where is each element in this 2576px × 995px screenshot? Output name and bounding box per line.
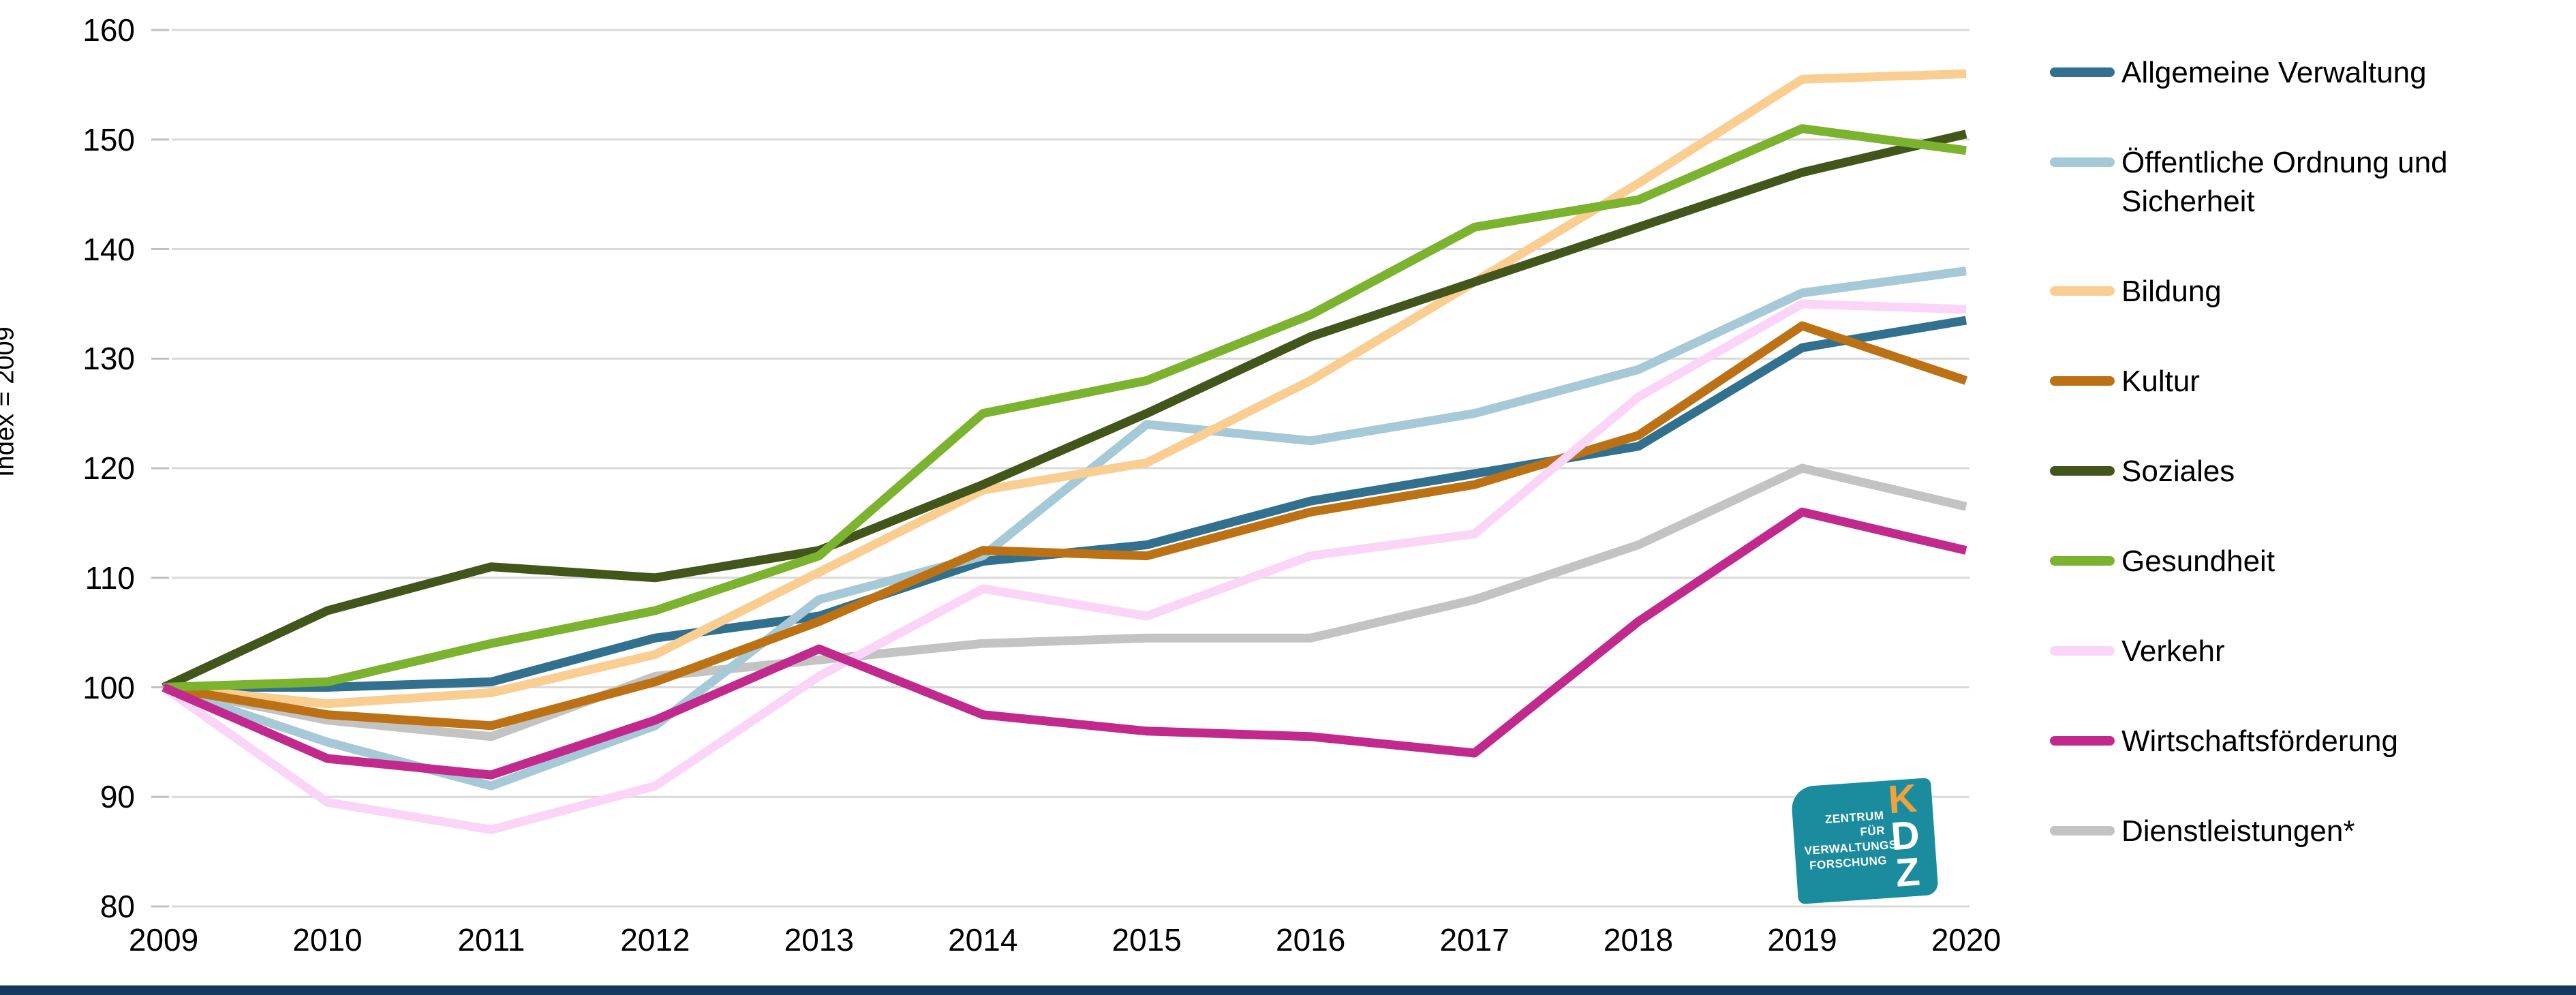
legend-item-dienstleistungen-: Dienstleistungen* bbox=[2050, 812, 2575, 851]
series-line-dienstleistungen- bbox=[162, 463, 1967, 741]
x-axis-label-2020: 2020 bbox=[1931, 922, 2002, 958]
y-axis-label-80: 80 bbox=[99, 889, 135, 924]
legend-swatch-icon bbox=[2050, 736, 2115, 746]
series-line-gesundheit bbox=[163, 124, 1967, 692]
legend-swatch-icon bbox=[2050, 466, 2115, 476]
x-axis-label-2012: 2012 bbox=[620, 922, 690, 958]
kdz-logo-letter-z: Z bbox=[1894, 849, 1922, 895]
y-axis-label-160: 160 bbox=[82, 12, 135, 48]
legend-label: Verkehr bbox=[2121, 634, 2225, 668]
legend-label: Allgemeine Verwaltung bbox=[2121, 56, 2427, 89]
series-line-wirtschaftsf-rderung bbox=[162, 507, 1967, 780]
series-line-bildung bbox=[163, 69, 1967, 709]
legend-item-bildung: Bildung bbox=[2050, 272, 2575, 311]
legend-item-soziales: Soziales bbox=[2050, 452, 2575, 491]
legend-label: Kultur bbox=[2121, 365, 2200, 398]
legend-swatch-icon bbox=[2050, 646, 2115, 656]
x-axis-label-2015: 2015 bbox=[1111, 922, 1182, 958]
legend-item--ffentliche-ordnung-und-sicherheit: Öffentliche Ordnung und Sicherheit bbox=[2050, 143, 2575, 221]
bottom-accent-bar bbox=[0, 985, 2576, 995]
x-axis-label-2009: 2009 bbox=[128, 922, 199, 958]
y-axis-label-150: 150 bbox=[82, 121, 135, 157]
legend-label: Wirtschaftsförderung bbox=[2121, 724, 2398, 758]
y-axis-label-130: 130 bbox=[82, 341, 135, 377]
legend-item-verkehr: Verkehr bbox=[2050, 632, 2575, 671]
y-axis-label-110: 110 bbox=[85, 560, 135, 596]
legend-label: Bildung bbox=[2121, 275, 2222, 308]
legend-swatch-icon bbox=[2050, 286, 2115, 296]
x-axis-label-2013: 2013 bbox=[784, 922, 854, 958]
series-line--ffentliche-ordnung-und-sicherheit bbox=[162, 266, 1967, 791]
kdz-logo: ZENTRUM FÜR VERWALTUNGS FORSCHUNG K D Z bbox=[1790, 776, 1939, 904]
legend-label: Dienstleistungen* bbox=[2121, 814, 2355, 848]
y-axis-label-120: 120 bbox=[82, 450, 135, 486]
series-line-kultur bbox=[162, 321, 1968, 731]
legend-label: Gesundheit bbox=[2121, 545, 2275, 578]
y-axis-label-140: 140 bbox=[82, 231, 135, 267]
kdz-logo-text: ZENTRUM FÜR VERWALTUNGS FORSCHUNG bbox=[1802, 808, 1897, 874]
legend-swatch-icon bbox=[2050, 67, 2115, 77]
legend-swatch-icon bbox=[2050, 157, 2115, 167]
y-axis-label-90: 90 bbox=[99, 779, 135, 815]
legend-swatch-icon bbox=[2050, 826, 2115, 836]
x-axis-label-2017: 2017 bbox=[1439, 922, 1509, 958]
y-axis-title: Index = 2009 bbox=[0, 326, 20, 477]
legend-swatch-icon bbox=[2050, 376, 2115, 386]
series-line-allgemeine-verwaltung bbox=[164, 316, 1967, 692]
x-axis-label-2016: 2016 bbox=[1276, 922, 1346, 958]
legend-swatch-icon bbox=[2050, 556, 2115, 566]
x-axis-label-2010: 2010 bbox=[292, 922, 363, 958]
x-axis-label-2011: 2011 bbox=[457, 922, 525, 958]
legend-item-allgemeine-verwaltung: Allgemeine Verwaltung bbox=[2050, 53, 2575, 92]
legend-item-wirtschaftsf-rderung: Wirtschaftsförderung bbox=[2050, 722, 2575, 761]
y-axis-label-100: 100 bbox=[82, 669, 135, 705]
chart-legend: Allgemeine Verwaltung Öffentliche Ordnung… bbox=[2050, 53, 2575, 902]
series-line-soziales bbox=[162, 129, 1967, 692]
x-axis-label-2018: 2018 bbox=[1603, 922, 1674, 958]
legend-item-kultur: Kultur bbox=[2050, 362, 2575, 401]
kdz-logo-letters: K D Z bbox=[1883, 776, 1927, 895]
legend-item-gesundheit: Gesundheit bbox=[2050, 542, 2575, 581]
x-axis-label-2019: 2019 bbox=[1767, 922, 1837, 958]
legend-label: Öffentliche Ordnung und Sicherheit bbox=[2121, 146, 2448, 218]
legend-label: Soziales bbox=[2121, 455, 2235, 488]
x-axis-label-2014: 2014 bbox=[948, 922, 1018, 958]
series-line-verkehr bbox=[161, 299, 1967, 834]
